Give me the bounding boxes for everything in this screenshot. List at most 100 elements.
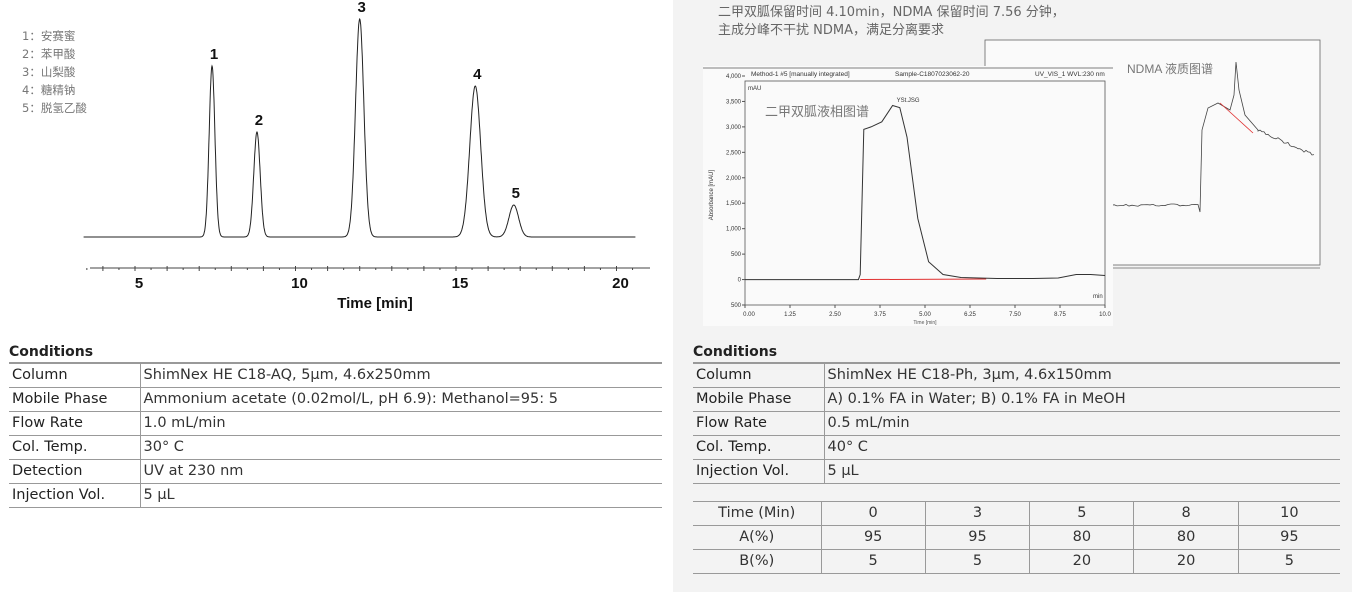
- peak-label: 2: [255, 112, 263, 129]
- right-conditions: Conditions Column ShimNex HE C18-Ph, 3μm,…: [693, 344, 1340, 574]
- peak-label: 4: [473, 66, 482, 83]
- x-tick-label: 3.75: [874, 312, 886, 318]
- chromatogram-trace: [84, 19, 636, 237]
- condition-value: ShimNex HE C18-Ph, 3μm, 4.6x150mm: [824, 363, 1340, 387]
- conditions-row: Mobile Phase A) 0.1% FA in Water; B) 0.1%…: [693, 387, 1340, 411]
- legend-item: 3：山梨酸: [22, 63, 87, 81]
- y-tick-label: 2,000: [726, 176, 742, 182]
- chart-title: 二甲双胍液相图谱: [765, 104, 869, 119]
- conditions-title: Conditions: [9, 344, 662, 360]
- conditions-row: Col. Temp. 30° C: [9, 435, 662, 459]
- gradient-value: 5: [925, 549, 1029, 573]
- condition-value: Ammonium acetate (0.02mol/L, pH 6.9): Me…: [140, 387, 662, 411]
- condition-label: Mobile Phase: [693, 387, 824, 411]
- conditions-table: Column ShimNex HE C18-AQ, 5μm, 4.6x250mm M…: [9, 362, 662, 508]
- condition-value: 40° C: [824, 435, 1340, 459]
- condition-label: Flow Rate: [9, 411, 140, 435]
- y-tick-label: 2,500: [726, 150, 742, 156]
- gradient-time: 8: [1134, 501, 1238, 525]
- ndma-chart-title: NDMA 液质图谱: [1127, 61, 1213, 76]
- condition-label: Injection Vol.: [9, 483, 140, 507]
- condition-value: A) 0.1% FA in Water; B) 0.1% FA in MeOH: [824, 387, 1340, 411]
- peak-label: 5: [512, 185, 520, 202]
- y-tick-label: 500: [731, 252, 742, 258]
- x-tick-label: 15: [452, 275, 469, 292]
- gradient-row-label: A(%): [693, 525, 821, 549]
- left-chromatogram: 5 10 15 20Time [min]12345: [0, 0, 673, 330]
- x-unit: min: [1093, 294, 1103, 300]
- condition-label: Col. Temp.: [9, 435, 140, 459]
- x-tick-label: 5: [135, 275, 143, 292]
- gradient-time: 3: [925, 501, 1029, 525]
- x-tick-label: 10: [291, 275, 308, 292]
- gradient-value: 95: [821, 525, 925, 549]
- peak-label: 1: [210, 46, 218, 63]
- gradient-value: 20: [1134, 549, 1238, 573]
- x-tick-label: 7.50: [1009, 312, 1021, 318]
- conditions-row: Column ShimNex HE C18-Ph, 3μm, 4.6x150mm: [693, 363, 1340, 387]
- y-unit: mAU: [748, 86, 761, 92]
- y-tick-label: 1,500: [726, 201, 742, 207]
- y-tick-label: 3,500: [726, 99, 742, 105]
- conditions-row: Flow Rate 0.5 mL/min: [693, 411, 1340, 435]
- condition-label: Mobile Phase: [9, 387, 140, 411]
- gradient-value: 5: [1238, 549, 1340, 573]
- gradient-header: Time (Min): [693, 501, 821, 525]
- condition-label: Col. Temp.: [693, 435, 824, 459]
- chart-header: Sample-C1807023062-20: [895, 71, 970, 78]
- legend-item: 4：糖精钠: [22, 81, 87, 99]
- condition-value: 5 μL: [824, 459, 1340, 483]
- condition-label: Detection: [9, 459, 140, 483]
- conditions-row: Injection Vol. 5 μL: [9, 483, 662, 507]
- conditions-row: Injection Vol. 5 μL: [693, 459, 1340, 483]
- right-chromatograms: NDMA 液质图谱 Method-1 #5 [manually integrate…: [673, 0, 1352, 330]
- x-tick-label: 5.00: [919, 312, 931, 318]
- chart-header: Method-1 #5 [manually integrated]: [751, 71, 850, 78]
- conditions-row: Mobile Phase Ammonium acetate (0.02mol/L,…: [9, 387, 662, 411]
- y-tick-label: 500: [731, 303, 742, 309]
- gradient-value: 5: [821, 549, 925, 573]
- x-tick-label: 2.50: [829, 312, 841, 318]
- condition-label: Column: [693, 363, 824, 387]
- left-panel: 5 10 15 20 Time [min] 1 2 3 4 5 1：安赛蜜 2：苯甲酸 3：山梨酸…: [0, 0, 673, 592]
- gradient-row: A(%) 95 95 80 80 95: [693, 525, 1340, 549]
- gradient-value: 80: [1030, 525, 1134, 549]
- gradient-header-row: Time (Min) 0 3 5 8 10: [693, 501, 1340, 525]
- gradient-row: B(%) 5 5 20 20 5: [693, 549, 1340, 573]
- gradient-time: 10: [1238, 501, 1340, 525]
- y-tick-label: 4,000: [726, 74, 742, 80]
- y-tick-label: 1,000: [726, 227, 742, 233]
- peak-legend: 1：安赛蜜 2：苯甲酸 3：山梨酸 4：糖精钠 5：脱氢乙酸: [22, 27, 87, 117]
- gradient-table: Time (Min) 0 3 5 8 10 A(%) 95 95 80 80 95 B(%) 5 5 20 20…: [693, 501, 1340, 574]
- condition-label: Flow Rate: [693, 411, 824, 435]
- condition-label: Injection Vol.: [693, 459, 824, 483]
- condition-value: UV at 230 nm: [140, 459, 662, 483]
- condition-value: 1.0 mL/min: [140, 411, 662, 435]
- peak-label: YSt.JSG: [897, 98, 920, 104]
- y-axis-label: Absorbance [mAU]: [709, 169, 715, 220]
- gradient-value: 95: [925, 525, 1029, 549]
- condition-label: Column: [9, 363, 140, 387]
- gradient-row-label: B(%): [693, 549, 821, 573]
- conditions-row: Flow Rate 1.0 mL/min: [9, 411, 662, 435]
- conditions-row: Column ShimNex HE C18-AQ, 5μm, 4.6x250mm: [9, 363, 662, 387]
- left-conditions: Conditions Column ShimNex HE C18-AQ, 5μm,…: [9, 344, 662, 508]
- legend-item: 5：脱氢乙酸: [22, 99, 87, 117]
- x-axis-label: Time [min]: [913, 320, 937, 326]
- gradient-time: 0: [821, 501, 925, 525]
- condition-value: 5 μL: [140, 483, 662, 507]
- condition-value: 30° C: [140, 435, 662, 459]
- legend-item: 1：安赛蜜: [22, 27, 87, 45]
- chart-header: UV_VIS_1 WVL:230 nm: [1035, 71, 1105, 78]
- right-panel: 二甲双胍保留时间 4.10min，NDMA 保留时间 7.56 分钟， 主成分峰…: [673, 0, 1352, 592]
- gradient-time: 5: [1030, 501, 1134, 525]
- y-tick-label: 3,000: [726, 125, 742, 131]
- condition-value: 0.5 mL/min: [824, 411, 1340, 435]
- conditions-table: Column ShimNex HE C18-Ph, 3μm, 4.6x150mm M…: [693, 362, 1340, 484]
- x-tick-label: 20: [612, 275, 629, 292]
- legend-item: 2：苯甲酸: [22, 45, 87, 63]
- conditions-row: Col. Temp. 40° C: [693, 435, 1340, 459]
- conditions-title: Conditions: [693, 344, 1340, 360]
- conditions-row: Detection UV at 230 nm: [9, 459, 662, 483]
- gradient-value: 20: [1030, 549, 1134, 573]
